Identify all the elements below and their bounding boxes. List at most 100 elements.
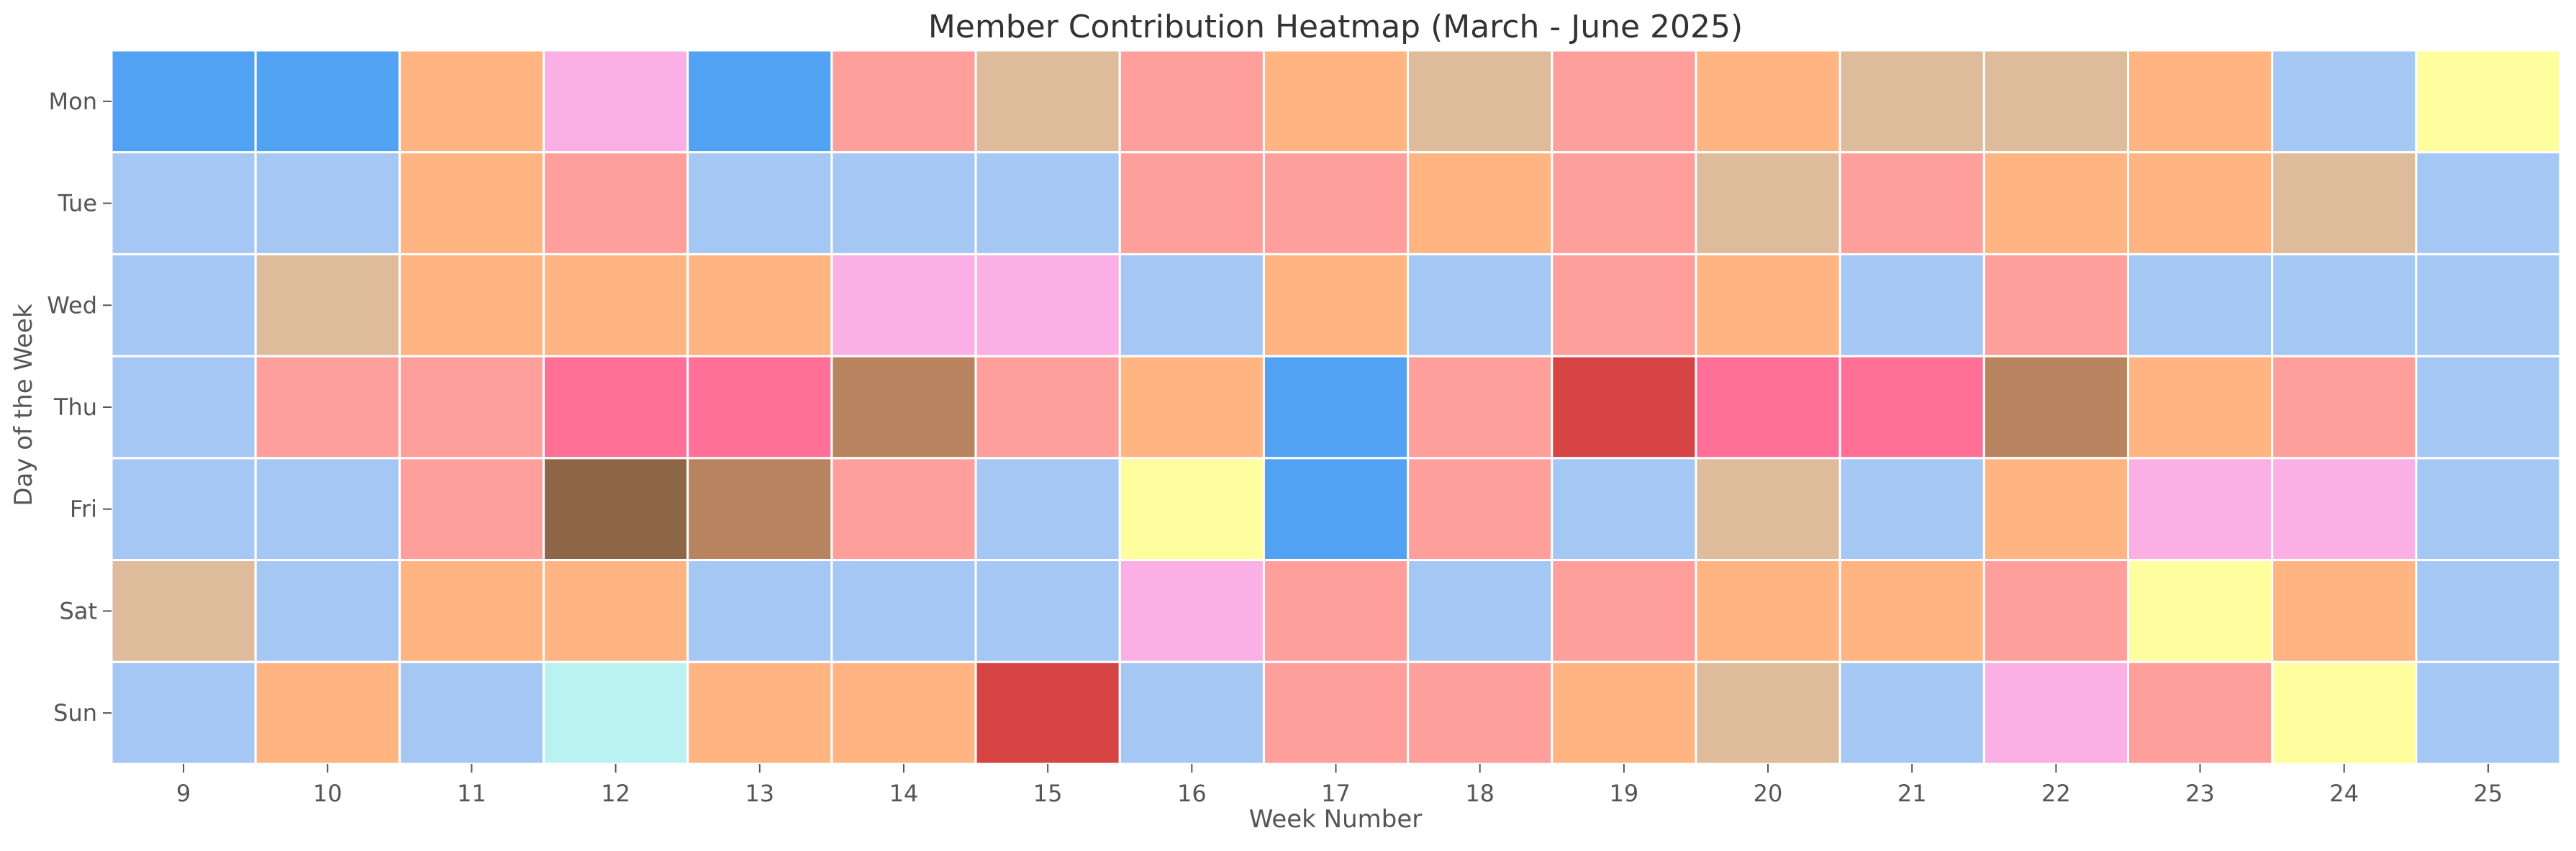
heatmap-cell xyxy=(1982,660,2129,765)
y-tick-label: Thu xyxy=(53,393,97,421)
heatmap-cell xyxy=(398,457,545,562)
heatmap-cell xyxy=(1695,151,1841,255)
heatmap-cell xyxy=(110,49,257,154)
heatmap-cell xyxy=(1982,355,2129,460)
heatmap-cell xyxy=(1118,49,1265,154)
heatmap-cell xyxy=(398,559,545,663)
heatmap-cell xyxy=(2415,252,2562,358)
heatmap-cell xyxy=(830,457,977,562)
y-tick-label: Sat xyxy=(60,597,97,624)
heatmap-cell xyxy=(2415,151,2562,255)
heatmap-cell xyxy=(2271,660,2418,765)
heatmap-cell xyxy=(254,252,401,358)
heatmap-cell xyxy=(398,660,545,765)
heatmap-cell xyxy=(1551,49,1697,154)
heatmap-cell xyxy=(1982,49,2129,154)
heatmap-cell xyxy=(2271,151,2418,255)
heatmap-cell xyxy=(2415,660,2562,765)
heatmap-cell xyxy=(1118,559,1265,663)
heatmap-cell xyxy=(686,559,833,663)
heatmap-cell xyxy=(1838,49,1985,154)
heatmap-cell xyxy=(974,151,1121,255)
heatmap-cell xyxy=(254,49,401,154)
heatmap-cell xyxy=(2126,49,2274,154)
heatmap-cell xyxy=(254,355,401,460)
x-tick-label: 10 xyxy=(313,780,343,807)
heatmap-cell xyxy=(1982,252,2129,358)
heatmap-cell xyxy=(398,151,545,255)
heatmap-cell xyxy=(110,660,257,765)
heatmap-cell xyxy=(2415,355,2562,460)
heatmap-cell xyxy=(686,252,833,358)
x-tick-label: 19 xyxy=(1609,780,1638,807)
heatmap-cell xyxy=(2126,559,2274,663)
heatmap-cell xyxy=(1262,559,1410,663)
heatmap-cells xyxy=(110,49,2562,765)
heatmap-cell xyxy=(2271,252,2418,358)
y-tick-label: Fri xyxy=(70,496,97,523)
heatmap-cell xyxy=(1838,151,1985,255)
heatmap-cell xyxy=(2271,457,2418,562)
heatmap-cell xyxy=(543,49,689,154)
heatmap-cell xyxy=(110,559,257,663)
heatmap-cell xyxy=(830,252,977,358)
heatmap-cell xyxy=(398,49,545,154)
x-tick-label: 23 xyxy=(2185,780,2215,807)
heatmap-cell xyxy=(1262,660,1410,765)
heatmap-cell xyxy=(830,559,977,663)
heatmap-cell xyxy=(830,151,977,255)
heatmap-cell xyxy=(830,49,977,154)
heatmap-cell xyxy=(686,457,833,562)
x-tick-label: 16 xyxy=(1177,780,1207,807)
heatmap-cell xyxy=(2271,49,2418,154)
x-tick-label: 22 xyxy=(2041,780,2071,807)
heatmap-cell xyxy=(543,355,689,460)
heatmap-cell xyxy=(686,355,833,460)
heatmap-cell xyxy=(254,457,401,562)
y-tick-label: Wed xyxy=(47,291,97,319)
heatmap-cell xyxy=(686,49,833,154)
heatmap-cell xyxy=(1551,355,1697,460)
heatmap-cell xyxy=(1695,457,1841,562)
heatmap-cell xyxy=(1551,151,1697,255)
heatmap-cell xyxy=(543,660,689,765)
x-tick-label: 14 xyxy=(889,780,919,807)
heatmap-cell xyxy=(254,559,401,663)
heatmap-cell xyxy=(1551,252,1697,358)
heatmap-cell xyxy=(974,355,1121,460)
heatmap-cell xyxy=(1407,559,1554,663)
heatmap-cell xyxy=(1695,559,1841,663)
heatmap-cell xyxy=(1838,457,1985,562)
heatmap-cell xyxy=(1695,660,1841,765)
heatmap-cell xyxy=(1695,355,1841,460)
heatmap-cell xyxy=(110,457,257,562)
heatmap-cell xyxy=(2415,49,2562,154)
heatmap-cell xyxy=(2126,660,2274,765)
x-axis-ticks: 9 10 11 12 13 14 15 16 17 18 19 20 21 22 23 24 25 xyxy=(176,764,2503,807)
x-tick-label: 13 xyxy=(745,780,774,807)
heatmap-cell xyxy=(110,355,257,460)
heatmap-cell xyxy=(1407,49,1554,154)
heatmap-cell xyxy=(974,559,1121,663)
heatmap-cell xyxy=(2126,252,2274,358)
heatmap-cell xyxy=(1982,457,2129,562)
x-tick-label: 24 xyxy=(2329,780,2359,807)
y-tick-label: Mon xyxy=(49,88,97,115)
chart-title: Member Contribution Heatmap (March - Jun… xyxy=(928,9,1743,45)
heatmap-cell xyxy=(254,660,401,765)
heatmap-cell xyxy=(1262,457,1410,562)
x-axis-label: Week Number xyxy=(1249,805,1423,834)
x-tick-label: 21 xyxy=(1897,780,1927,807)
heatmap-cell xyxy=(1838,660,1985,765)
heatmap-cell xyxy=(110,252,257,358)
heatmap-cell xyxy=(1262,252,1410,358)
y-axis-label: Day of the Week xyxy=(9,304,38,506)
heatmap-cell xyxy=(1982,151,2129,255)
heatmap-cell xyxy=(1262,151,1410,255)
heatmap-cell xyxy=(543,457,689,562)
heatmap-cell xyxy=(974,49,1121,154)
heatmap-cell xyxy=(2126,151,2274,255)
heatmap-cell xyxy=(1695,252,1841,358)
heatmap-cell xyxy=(686,151,833,255)
